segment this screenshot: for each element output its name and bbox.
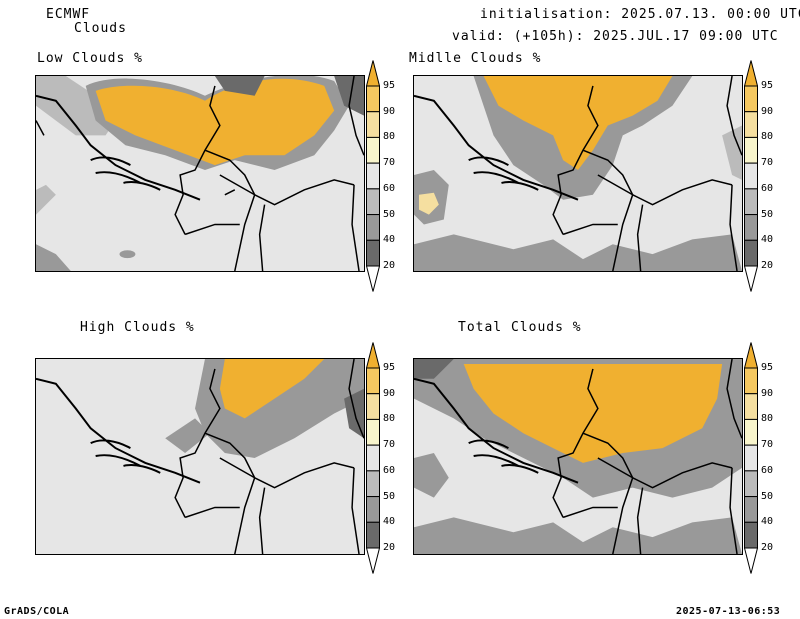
total-clouds-map bbox=[414, 359, 742, 554]
field-label: Clouds bbox=[74, 21, 127, 36]
colorbar-segment bbox=[366, 521, 380, 549]
map-panel-low bbox=[35, 75, 365, 272]
colorbar-tick-label: 80 bbox=[383, 413, 396, 425]
colorbar-tick-label: 50 bbox=[383, 208, 396, 220]
colorbar-tick-label: 90 bbox=[383, 387, 396, 399]
colorbar-bottom-triangle bbox=[366, 547, 380, 574]
initialisation-label: initialisation: 2025.07.13. 00:00 UTC bbox=[480, 7, 800, 22]
colorbar-segment bbox=[744, 188, 758, 216]
colorbar-tick-label: 90 bbox=[383, 105, 396, 117]
colorbar-high: 95 90 80 70 60 50 40 20 bbox=[366, 342, 395, 574]
colorbar-segment bbox=[366, 136, 380, 164]
colorbar-segment bbox=[744, 393, 758, 420]
colorbar-tick-label: 60 bbox=[761, 182, 774, 194]
colorbar-tick-label: 20 bbox=[761, 542, 774, 553]
colorbar-segment bbox=[366, 367, 380, 395]
colorbar-tick-label: 50 bbox=[761, 490, 774, 502]
colorbar-tick-label: 90 bbox=[761, 387, 774, 399]
panel-title-total: Total Clouds % bbox=[458, 320, 582, 335]
colorbar-segment bbox=[744, 521, 758, 549]
colorbar-tick-label: 60 bbox=[761, 464, 774, 476]
colorbar-low: 95 90 80 70 60 50 40 20 bbox=[366, 60, 395, 292]
colorbar-tick-label: 95 bbox=[383, 80, 396, 91]
colorbar-top-triangle bbox=[366, 342, 380, 369]
colorbar-segment bbox=[366, 496, 380, 523]
colorbar-tick-label: 70 bbox=[383, 157, 396, 169]
colorbar-tick-label: 60 bbox=[383, 182, 396, 194]
colorbar-total: 95 90 80 70 60 50 40 20 bbox=[744, 342, 773, 574]
colorbar-tick-label: 20 bbox=[761, 260, 774, 271]
colorbar-tick-label: 70 bbox=[761, 157, 774, 169]
colorbar-svg bbox=[744, 342, 758, 574]
colorbar-segment bbox=[366, 444, 380, 472]
colorbar-tick-label: 70 bbox=[761, 439, 774, 451]
colorbar-tick-label: 20 bbox=[383, 260, 396, 271]
colorbar-segment bbox=[366, 393, 380, 420]
colorbar-segment bbox=[366, 239, 380, 267]
colorbar-tick-label: 60 bbox=[383, 464, 396, 476]
low-clouds-map bbox=[36, 76, 364, 271]
colorbar-tick-label: 80 bbox=[761, 131, 774, 143]
colorbar-tick-label: 50 bbox=[761, 208, 774, 220]
colorbar-top-triangle bbox=[744, 342, 758, 369]
colorbar-svg bbox=[366, 342, 380, 574]
colorbar-segment bbox=[366, 470, 380, 498]
colorbar-tick-label: 95 bbox=[383, 362, 396, 373]
colorbar-segment bbox=[366, 214, 380, 241]
colorbar-segment bbox=[744, 496, 758, 523]
colorbar-tick-label: 40 bbox=[761, 234, 774, 246]
map-panel-middle bbox=[413, 75, 743, 272]
colorbar-top-triangle bbox=[744, 60, 758, 87]
colorbar-tick-label: 95 bbox=[761, 80, 774, 91]
colorbar-tick-label: 70 bbox=[383, 439, 396, 451]
colorbar-bottom-triangle bbox=[366, 265, 380, 292]
colorbar-segment bbox=[744, 214, 758, 241]
middle-clouds-map bbox=[414, 76, 742, 271]
colorbar-tick-label: 80 bbox=[761, 413, 774, 425]
footer-left: GrADS/COLA bbox=[4, 606, 70, 617]
colorbar-tick-label: 40 bbox=[761, 516, 774, 528]
colorbar-svg bbox=[744, 60, 758, 292]
colorbar-tick-label: 80 bbox=[383, 131, 396, 143]
valid-label: valid: (+105h): 2025.JUL.17 09:00 UTC bbox=[452, 29, 779, 44]
colorbar-segment bbox=[366, 162, 380, 190]
colorbar-segment bbox=[744, 470, 758, 498]
colorbar-segment bbox=[744, 111, 758, 138]
colorbar-bottom-triangle bbox=[744, 547, 758, 574]
colorbar-tick-label: 20 bbox=[383, 542, 396, 553]
colorbar-segment bbox=[366, 418, 380, 446]
colorbar-segment bbox=[744, 85, 758, 113]
colorbar-tick-label: 40 bbox=[383, 234, 396, 246]
colorbar-top-triangle bbox=[366, 60, 380, 87]
colorbar-segment bbox=[744, 444, 758, 472]
colorbar-segment bbox=[744, 367, 758, 395]
colorbar-tick-label: 40 bbox=[383, 516, 396, 528]
map-panel-total bbox=[413, 358, 743, 555]
colorbar-segment bbox=[744, 239, 758, 267]
high-clouds-map bbox=[36, 359, 364, 554]
colorbar-bottom-triangle bbox=[744, 265, 758, 292]
colorbar-segment bbox=[366, 188, 380, 216]
colorbar-segment bbox=[366, 85, 380, 113]
colorbar-segment bbox=[366, 111, 380, 138]
colorbar-middle: 95 90 80 70 60 50 40 20 bbox=[744, 60, 773, 292]
colorbar-svg bbox=[366, 60, 380, 292]
panel-title-high: High Clouds % bbox=[80, 320, 195, 335]
model-label: ECMWF bbox=[46, 7, 91, 22]
colorbar-segment bbox=[744, 136, 758, 164]
colorbar-segment bbox=[744, 418, 758, 446]
colorbar-tick-label: 95 bbox=[761, 362, 774, 373]
colorbar-segment bbox=[744, 162, 758, 190]
map-panel-high bbox=[35, 358, 365, 555]
colorbar-tick-label: 50 bbox=[383, 490, 396, 502]
footer-right: 2025-07-13-06:53 bbox=[676, 606, 781, 617]
panel-title-low: Low Clouds % bbox=[37, 51, 143, 66]
colorbar-tick-label: 90 bbox=[761, 105, 774, 117]
panel-title-middle: Midlle Clouds % bbox=[409, 51, 542, 66]
